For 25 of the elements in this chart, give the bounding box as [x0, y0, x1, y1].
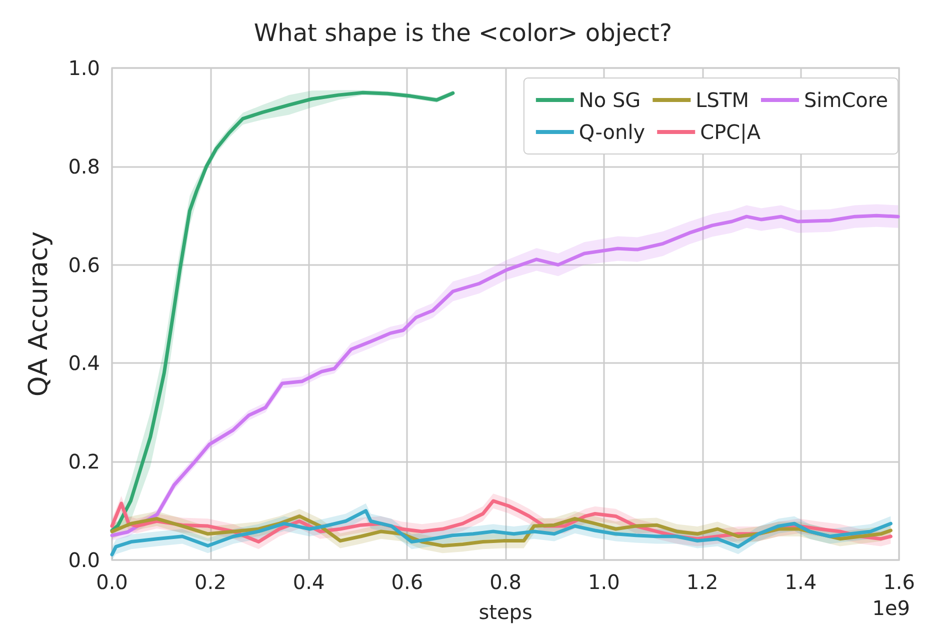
x-tick-label: 0.6 — [391, 570, 424, 594]
y-tick-label: 1.0 — [68, 56, 100, 80]
x-tick-label: 1.4 — [784, 570, 817, 594]
line-series — [110, 514, 892, 548]
x-tick-label: 1.2 — [686, 570, 718, 594]
legend-label: CPC|A — [700, 120, 761, 144]
legend-label: SimCore — [804, 88, 888, 112]
legend-label: LSTM — [696, 88, 749, 112]
y-tick-label: 0.6 — [68, 252, 100, 277]
y-tick-label: 0.2 — [68, 450, 100, 474]
legend-label: Q-only — [578, 120, 646, 144]
text: 1e9 — [872, 596, 910, 620]
chart-title: What shape is the <color> object? — [254, 19, 672, 47]
x-tick-label: 0.2 — [194, 570, 226, 594]
y-tick-label: 0.4 — [68, 351, 100, 376]
y-tick-label: 0.0 — [68, 548, 100, 572]
x-tick-label: 1.6 — [883, 570, 916, 594]
x-tick-label: 1.0 — [588, 570, 620, 594]
x-tick-label: 0.4 — [292, 570, 325, 594]
x-tick-label: 0.0 — [96, 570, 128, 594]
y-tick-label: 0.8 — [68, 154, 100, 178]
x-tick-label: 0.8 — [490, 570, 522, 594]
x-axis-title: steps — [478, 600, 532, 624]
y-axis-title: QA Accuracy — [24, 231, 54, 397]
legend-label: No SG — [578, 88, 641, 112]
